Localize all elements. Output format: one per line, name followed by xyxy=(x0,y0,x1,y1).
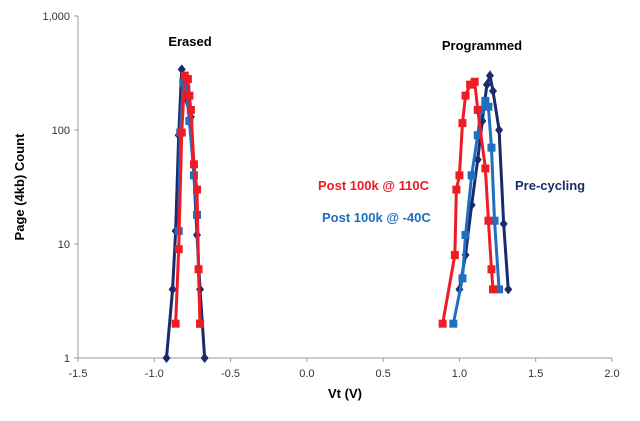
data-point xyxy=(473,105,482,114)
data-point xyxy=(481,96,490,105)
data-point xyxy=(189,160,198,169)
data-point xyxy=(484,216,493,225)
y-tick-label: 10 xyxy=(58,239,70,251)
y-tick-label: 1 xyxy=(64,353,70,365)
data-point xyxy=(461,230,470,239)
y-axis-label: Page (4kb) Count xyxy=(12,133,27,241)
data-point xyxy=(467,171,476,180)
data-point xyxy=(488,285,497,294)
data-point xyxy=(484,102,493,111)
x-tick-label: 0.0 xyxy=(299,368,314,380)
data-point xyxy=(458,274,467,283)
x-tick-label: -1.0 xyxy=(145,368,164,380)
legend-label-40c: Post 100k @ -40C xyxy=(322,210,431,225)
data-point xyxy=(495,125,504,135)
data-point xyxy=(473,131,482,140)
data-point xyxy=(182,84,191,93)
x-tick-label: 2.0 xyxy=(604,368,619,380)
data-point xyxy=(490,216,499,225)
data-point xyxy=(455,171,464,180)
annotation-programmed: Programmed xyxy=(442,38,522,53)
y-tick-label: 100 xyxy=(52,125,70,137)
data-point xyxy=(186,105,195,114)
data-point xyxy=(458,119,467,128)
data-point xyxy=(485,70,494,81)
legend-label-110c: Post 100k @ 110C xyxy=(318,178,430,193)
data-point xyxy=(495,285,504,294)
x-axis-label: Vt (V) xyxy=(328,386,362,401)
data-point xyxy=(487,143,496,152)
legend-label-precycling: Pre-cycling xyxy=(515,178,585,193)
data-point xyxy=(196,319,205,328)
data-point xyxy=(499,218,508,229)
data-point xyxy=(193,185,202,194)
data-point xyxy=(200,353,209,363)
data-point xyxy=(438,319,447,328)
data-point xyxy=(185,116,194,125)
data-point xyxy=(162,353,171,363)
x-tick-label: -1.5 xyxy=(69,368,88,380)
data-point xyxy=(177,128,186,137)
data-point xyxy=(452,185,461,194)
data-point xyxy=(487,265,496,274)
data-point xyxy=(171,319,180,328)
data-point xyxy=(461,91,470,100)
data-point xyxy=(450,251,459,260)
data-point xyxy=(488,85,497,96)
data-point xyxy=(174,245,183,254)
data-point xyxy=(482,79,491,90)
y-tick-label: 1,000 xyxy=(42,11,70,23)
data-point xyxy=(466,80,475,89)
data-point xyxy=(168,284,177,295)
x-tick-label: 1.5 xyxy=(528,368,543,380)
data-point xyxy=(449,319,458,328)
data-point xyxy=(183,75,192,84)
annotation-erased: Erased xyxy=(168,34,211,49)
x-tick-label: 1.0 xyxy=(452,368,467,380)
data-point xyxy=(481,164,490,173)
data-point xyxy=(185,91,194,100)
data-point xyxy=(194,265,203,274)
x-tick-label: -0.5 xyxy=(221,368,240,380)
data-point xyxy=(470,77,479,86)
x-tick-label: 0.5 xyxy=(375,368,390,380)
data-point xyxy=(504,284,513,295)
